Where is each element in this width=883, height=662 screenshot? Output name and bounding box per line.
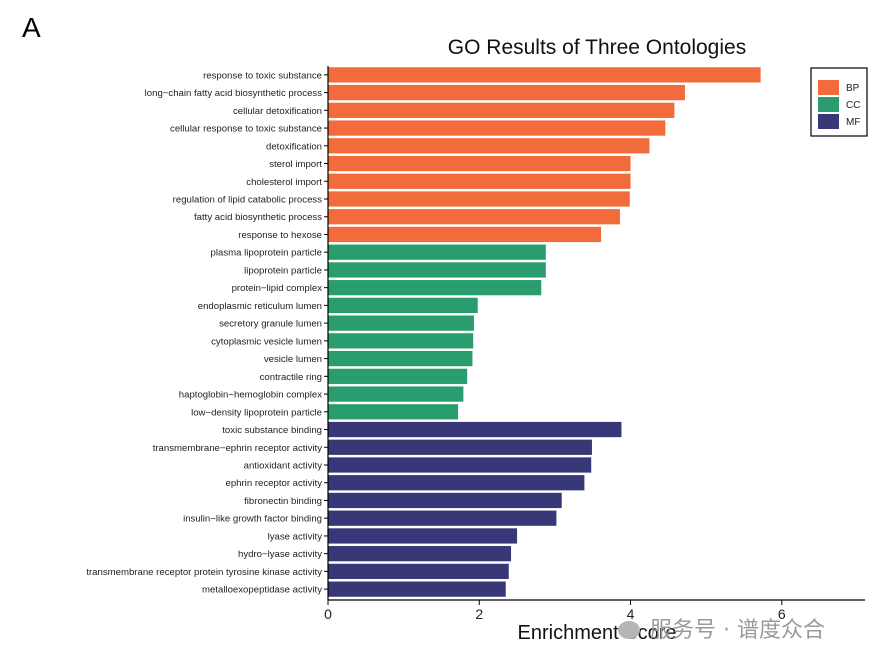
bar-mf <box>328 546 512 562</box>
bar-cc <box>328 315 474 331</box>
category-label: detoxification <box>266 141 322 152</box>
category-label: fatty acid biosynthetic process <box>194 212 322 223</box>
category-label: endoplasmic reticulum lumen <box>198 301 322 312</box>
category-labels-group: response to toxic substance long−chain fa… <box>86 70 328 596</box>
bar-bp <box>328 191 630 207</box>
bars-group <box>328 67 761 597</box>
bar-cc <box>328 244 546 260</box>
category-label: antioxidant activity <box>244 461 323 472</box>
legend-swatch-mf <box>818 114 839 129</box>
x-tick-label: 2 <box>475 606 483 622</box>
category-label: plasma lipoprotein particle <box>211 248 322 259</box>
legend-label-bp: BP <box>846 83 860 94</box>
watermark-text: 服务号 · 谱度众合 <box>650 618 825 643</box>
category-label: protein−lipid complex <box>232 283 323 294</box>
bar-cc <box>328 386 464 402</box>
bar-bp <box>328 138 650 154</box>
category-label: contractile ring <box>260 372 322 383</box>
chart-title: GO Results of Three Ontologies <box>448 36 746 59</box>
category-label: cytoplasmic vesicle lumen <box>211 336 322 347</box>
legend-label-mf: MF <box>846 117 860 128</box>
bar-mf <box>328 510 557 526</box>
bar-cc <box>328 404 459 420</box>
bar-mf <box>328 492 562 509</box>
x-tick-label: 4 <box>627 606 635 622</box>
category-label: fibronectin binding <box>244 496 322 507</box>
category-label: toxic substance binding <box>222 425 322 436</box>
wechat-icon <box>618 621 640 639</box>
bar-cc <box>328 350 473 367</box>
category-label: transmembrane receptor protein tyrosine … <box>86 567 322 578</box>
bar-cc <box>328 297 478 314</box>
category-label: vesicle lumen <box>264 354 322 365</box>
category-label: hydro−lyase activity <box>238 549 322 560</box>
category-label: insulin−like growth factor binding <box>183 514 322 525</box>
bar-cc <box>328 262 546 278</box>
bar-mf <box>328 475 585 491</box>
category-label: response to hexose <box>238 230 322 241</box>
category-label: response to toxic substance <box>203 70 322 81</box>
x-axis: 0 2 4 6 <box>324 66 865 622</box>
bar-mf <box>328 439 592 455</box>
bar-cc <box>328 280 542 296</box>
bar-bp <box>328 155 631 172</box>
bar-cc <box>328 368 468 384</box>
bar-mf <box>328 563 509 580</box>
category-label: lyase activity <box>268 531 323 542</box>
category-label: cellular detoxification <box>233 106 322 117</box>
bar-mf <box>328 528 518 544</box>
category-label: lipoprotein particle <box>244 265 322 276</box>
bar-bp <box>328 209 620 225</box>
bar-mf <box>328 421 622 438</box>
category-label: sterol import <box>269 159 322 170</box>
category-label: cellular response to toxic substance <box>170 124 322 135</box>
bar-bp <box>328 67 761 83</box>
legend-swatch-bp <box>818 80 839 95</box>
bar-bp <box>328 84 685 101</box>
bar-bp <box>328 120 666 136</box>
category-label: haptoglobin−hemoglobin complex <box>179 390 322 401</box>
category-label: secretory granule lumen <box>219 319 322 330</box>
bar-bp <box>328 173 631 189</box>
category-label: cholesterol import <box>246 177 322 188</box>
category-label: low−density lipoprotein particle <box>191 407 322 418</box>
legend: BP CC MF <box>810 67 868 137</box>
category-label: regulation of lipid catabolic process <box>173 195 323 206</box>
category-label: transmembrane−ephrin receptor activity <box>153 443 323 454</box>
legend-swatch-cc <box>818 97 839 112</box>
bar-cc <box>328 333 474 349</box>
watermark: 服务号 · 谱度众合 <box>618 612 825 644</box>
category-label: metalloexopeptidase activity <box>202 585 322 596</box>
bar-mf <box>328 581 506 597</box>
x-tick-label: 6 <box>778 606 786 622</box>
x-tick-label: 0 <box>324 606 332 622</box>
category-label: ephrin receptor activity <box>225 478 322 489</box>
panel-label: A <box>22 12 41 43</box>
legend-label-cc: CC <box>846 100 860 111</box>
bar-mf <box>328 457 592 473</box>
bar-bp <box>328 102 675 118</box>
bar-bp <box>328 226 602 243</box>
category-label: long−chain fatty acid biosynthetic proce… <box>145 88 323 99</box>
